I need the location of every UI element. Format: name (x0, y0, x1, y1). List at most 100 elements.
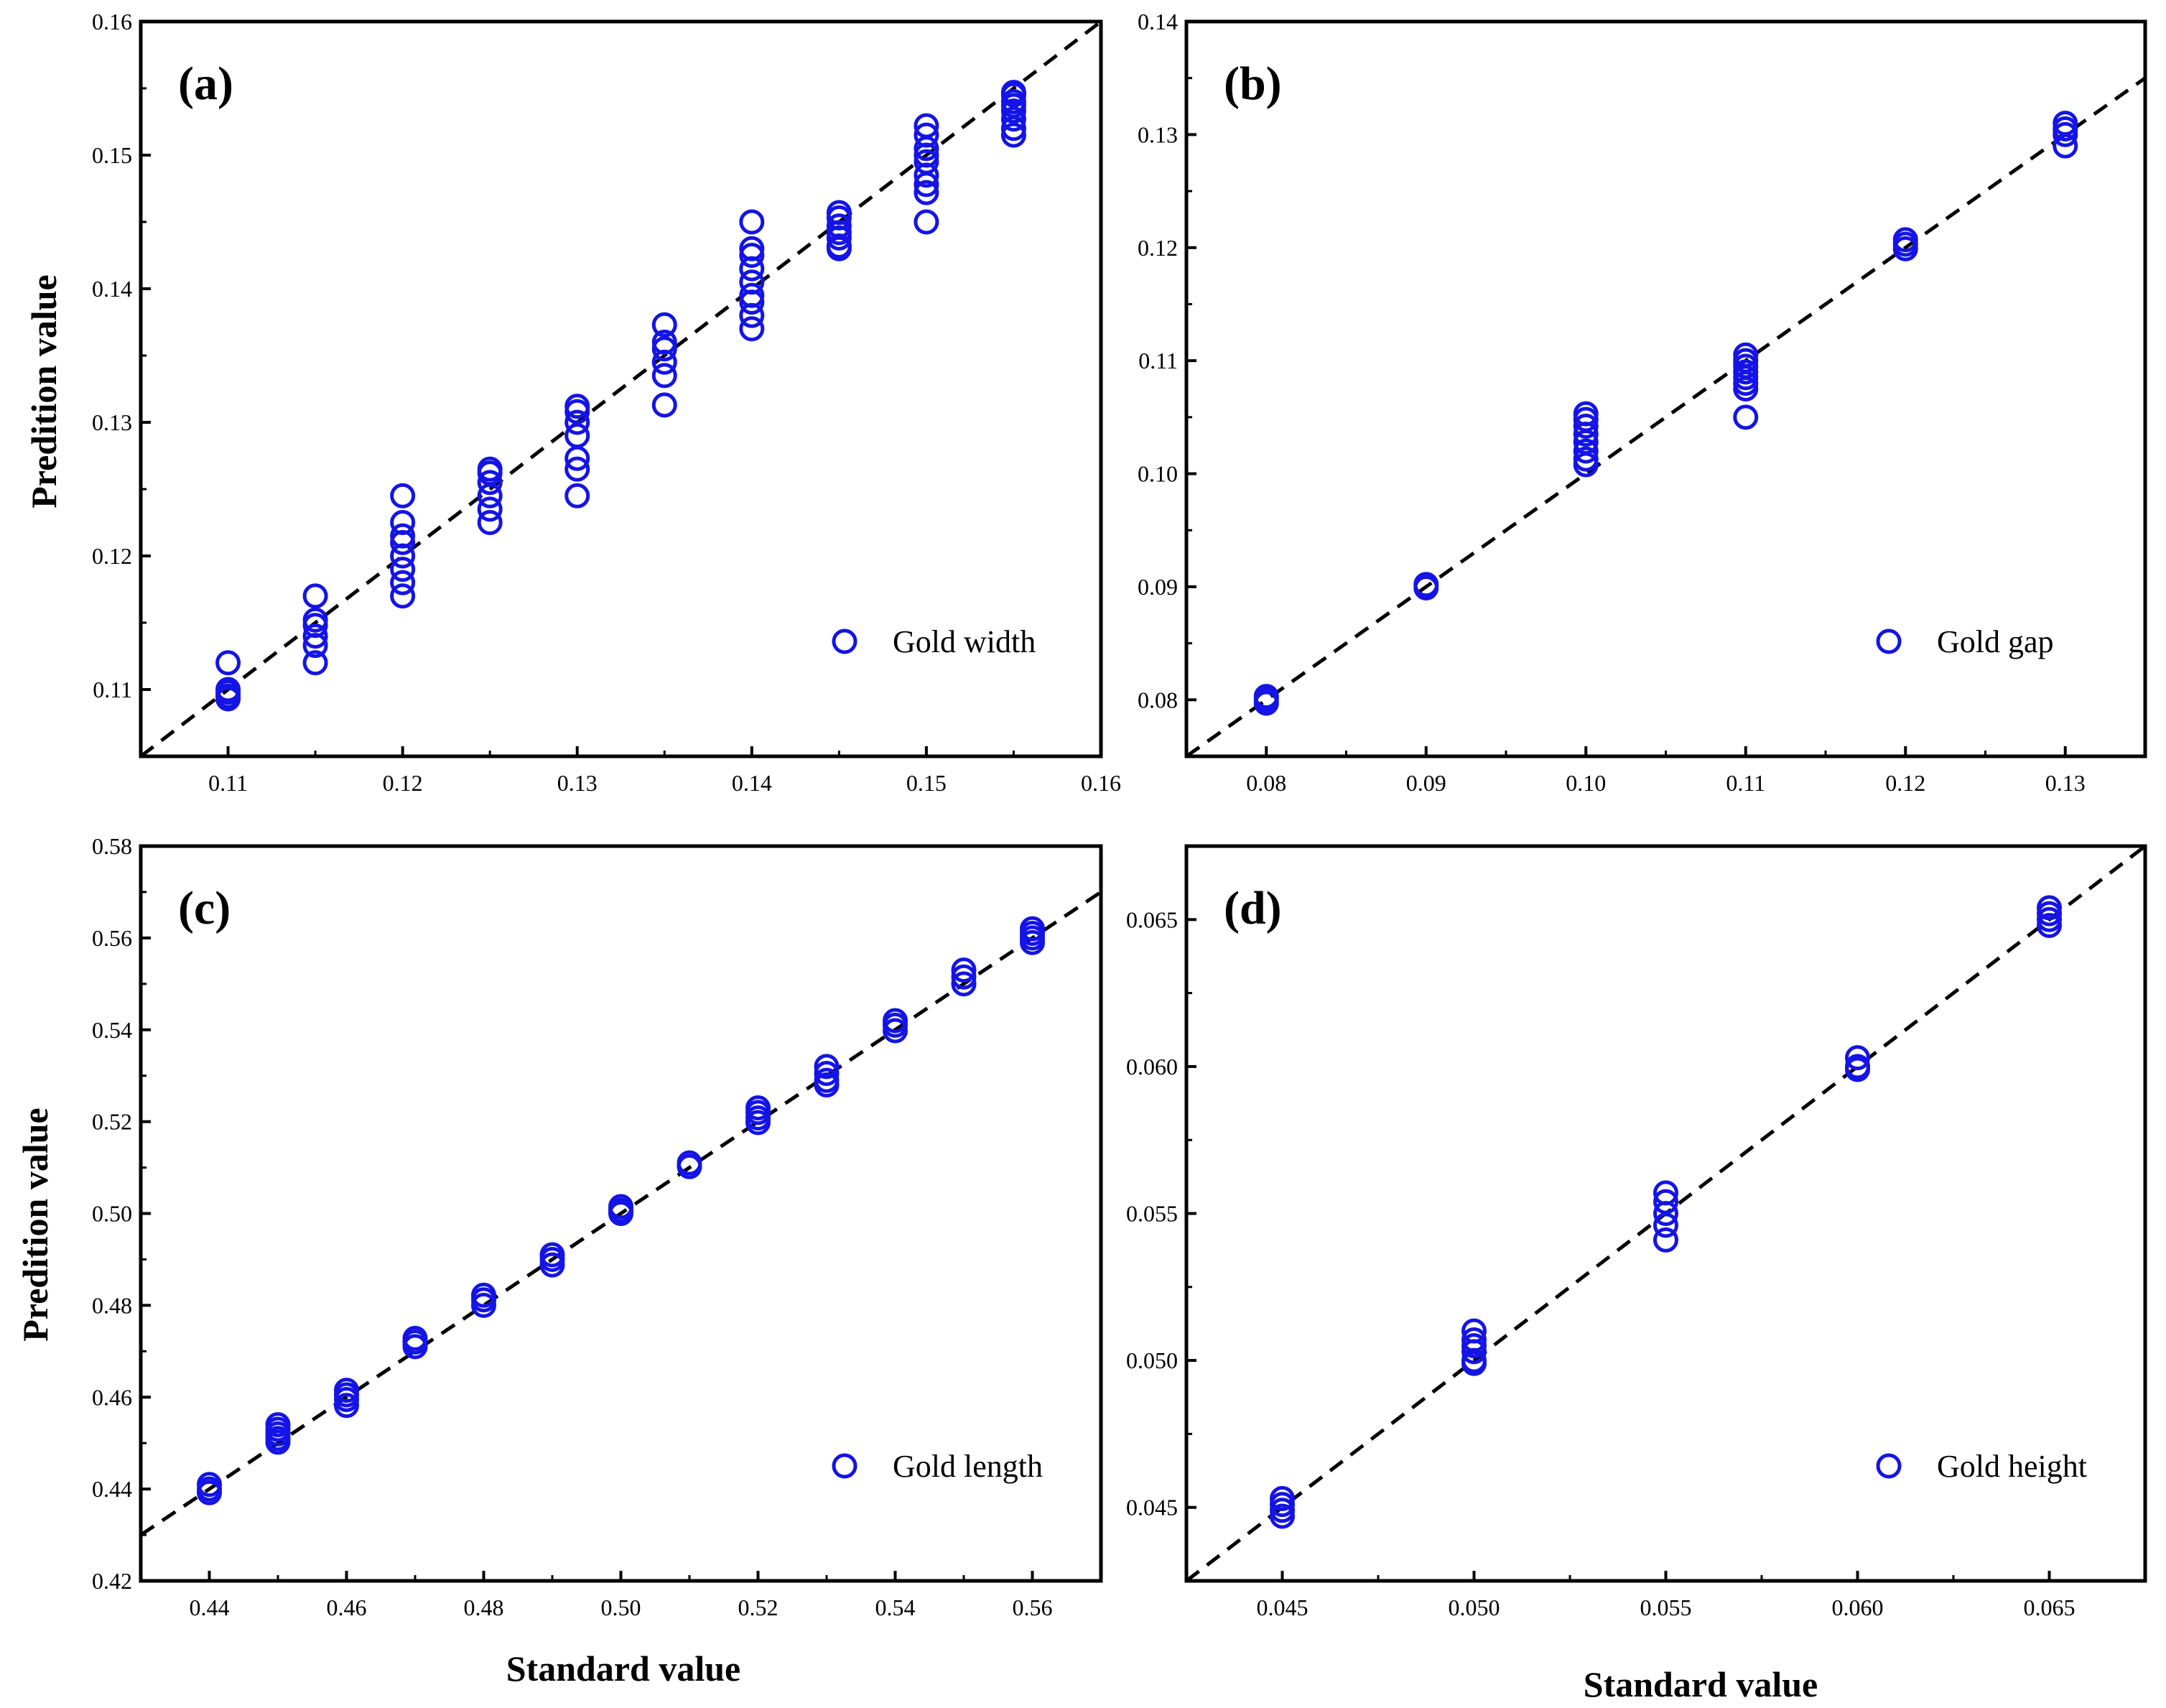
data-point (265, 1429, 291, 1455)
panel-label: (d) (1224, 882, 1282, 934)
data-point (651, 363, 677, 389)
data-point (477, 510, 503, 535)
data-point (1000, 82, 1026, 108)
y-tick-label: 0.065 (1126, 906, 1178, 932)
data-point (739, 289, 765, 315)
y-tick-label: 0.09 (1138, 574, 1178, 600)
x-tick-label: 0.10 (1566, 770, 1606, 796)
data-point (651, 336, 677, 362)
panel-label: (a) (178, 57, 233, 110)
x-tick-label: 0.09 (1406, 770, 1446, 796)
y-tick-label: 0.52 (92, 1109, 132, 1135)
data-point (951, 971, 977, 997)
data-point (2053, 121, 2078, 147)
x-tick-label: 0.44 (190, 1595, 230, 1620)
data-point (390, 543, 416, 569)
data-point (1270, 1503, 1295, 1529)
data-point (1253, 690, 1279, 716)
panel-label: (c) (178, 882, 231, 934)
legend-label: Gold width (893, 624, 1036, 659)
data-point (1573, 438, 1599, 464)
data-point (814, 1072, 840, 1097)
x-tick-label: 0.12 (383, 770, 423, 796)
data-point (2053, 133, 2078, 159)
data-point (1653, 1227, 1678, 1253)
data-point (1000, 122, 1026, 148)
y-tick-label: 0.13 (92, 409, 132, 435)
data-point (914, 209, 939, 235)
panel-c: 0.44 0.46 0.48 0.50 0.52 0.54 0.56 0.42 0.44 0.46… (92, 833, 1103, 1620)
data-point (951, 957, 977, 983)
x-tick-label: 0.065 (2024, 1595, 2076, 1620)
data-point (1000, 116, 1026, 141)
data-point (1573, 452, 1599, 478)
data-point (1461, 1350, 1487, 1376)
data-point (2037, 912, 2062, 938)
legend-label: Gold gap (1937, 624, 2054, 659)
data-point (302, 633, 328, 659)
data-point (1892, 236, 1918, 261)
y-tick-label: 0.56 (92, 925, 132, 951)
data-point (197, 1480, 222, 1505)
y-tick-label: 0.13 (1138, 121, 1178, 147)
data-point (814, 1054, 840, 1080)
data-point (302, 583, 328, 609)
data-point (1413, 575, 1439, 600)
x-tick-label: 0.50 (601, 1595, 641, 1620)
x-axis-title-left: Standard value (506, 1648, 740, 1689)
y-tick-label: 0.12 (1138, 235, 1178, 261)
data-point (539, 1252, 565, 1278)
y-tick-label: 0.12 (92, 543, 132, 569)
x-tick-label: 0.13 (557, 770, 598, 796)
y-tick-label: 0.58 (92, 833, 132, 859)
data-point (1000, 106, 1026, 132)
data-point (739, 243, 765, 268)
x-tick-label: 0.52 (738, 1595, 778, 1620)
data-point (814, 1060, 840, 1086)
data-point (1845, 1045, 1870, 1071)
x-tick-label: 0.12 (1885, 770, 1925, 796)
data-point (1653, 1189, 1678, 1215)
data-point (739, 256, 765, 282)
data-point (883, 1018, 908, 1044)
x-axis-title-right: Standard value (1584, 1664, 1818, 1704)
y-tick-label: 0.14 (92, 276, 132, 302)
reference-line (1186, 76, 2145, 756)
y-tick-label: 0.050 (1126, 1347, 1178, 1373)
data-point (677, 1154, 702, 1179)
y-axis-title-bottom: Predition value (15, 1108, 55, 1341)
y-tick-label: 0.48 (92, 1292, 132, 1318)
x-tick-label: 0.11 (208, 770, 248, 796)
data-point (302, 650, 328, 676)
data-point (477, 496, 503, 522)
data-point (1845, 1057, 1870, 1082)
data-point (564, 445, 590, 471)
data-point (651, 392, 677, 418)
data-point (390, 583, 416, 609)
data-point (739, 209, 765, 235)
y-tick-label: 0.15 (92, 142, 132, 168)
x-tick-label: 0.13 (2045, 770, 2086, 796)
y-tick-label: 0.11 (93, 677, 132, 702)
y-tick-label: 0.42 (92, 1568, 132, 1594)
x-tick-label: 0.08 (1246, 770, 1286, 796)
legend-marker (832, 1453, 857, 1479)
y-tick-label: 0.14 (1138, 9, 1178, 34)
data-point (745, 1110, 771, 1136)
data-point (826, 236, 852, 261)
data-point (1733, 404, 1759, 430)
data-point (739, 316, 765, 342)
data-point (390, 483, 416, 509)
data-point (914, 180, 939, 205)
data-point (390, 570, 416, 595)
data-point (651, 349, 677, 375)
legend-label: Gold length (893, 1449, 1043, 1484)
panel-b: 0.08 0.09 0.10 0.11 0.12 0.13 0.08 0.09 0.10 0.11… (1138, 9, 2147, 796)
x-tick-label: 0.46 (327, 1595, 367, 1620)
data-point (215, 686, 241, 712)
data-point (914, 136, 939, 162)
reference-line (141, 22, 1101, 756)
y-tick-label: 0.16 (92, 9, 132, 34)
data-point (564, 456, 590, 482)
